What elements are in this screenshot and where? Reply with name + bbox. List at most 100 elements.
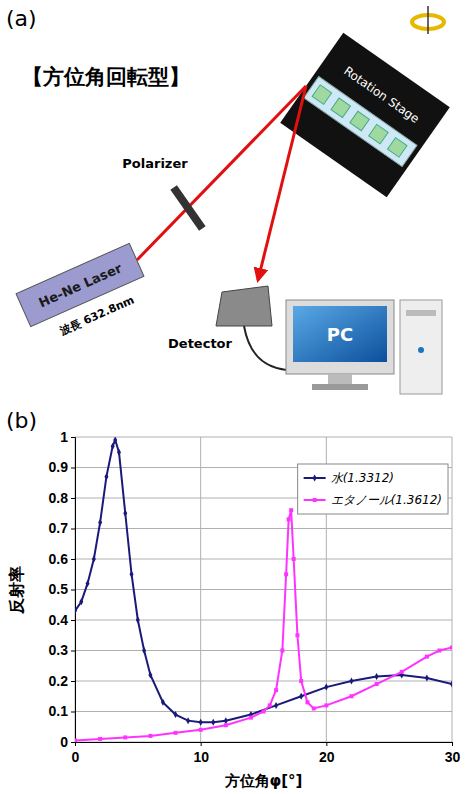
pc-label: PC [327, 324, 353, 345]
y-tick-mark [71, 681, 75, 682]
series-marker [280, 649, 284, 653]
y-tick-mark [71, 712, 75, 713]
y-tick-mark [71, 529, 75, 530]
series-marker [79, 598, 83, 605]
reflected-beam [258, 86, 306, 280]
series-marker [284, 572, 288, 576]
series-marker [299, 693, 303, 700]
y-tick: 0.5 [49, 581, 75, 597]
series-marker [400, 670, 404, 674]
y-tick-label: 0.8 [49, 490, 69, 506]
series-marker [98, 737, 102, 741]
series-marker [349, 678, 353, 685]
screen [293, 306, 387, 362]
legend-swatch [304, 499, 326, 501]
y-tick-label: 0.2 [49, 673, 69, 689]
sample-cell [312, 85, 331, 104]
grid [75, 437, 452, 742]
x-axis-line [76, 743, 453, 747]
series-marker [211, 719, 215, 726]
y-tick: 0.1 [49, 703, 75, 719]
legend-item: 水(1.3312) [304, 471, 394, 485]
series-marker [75, 607, 77, 614]
x-tick-mark [201, 742, 202, 746]
series-marker [224, 717, 228, 724]
diagram-title: 【方位角回転型】 [22, 65, 190, 89]
x-tick: 20 [319, 742, 335, 765]
series-marker [130, 571, 134, 578]
series-marker [375, 673, 379, 680]
series-marker [86, 580, 90, 587]
y-tick-mark [71, 742, 75, 743]
y-tick-label: 0 [60, 734, 68, 750]
y-tick-mark [71, 590, 75, 591]
series-marker [262, 710, 266, 714]
polarizer-label: Polarizer [122, 156, 188, 171]
grid-line-x [200, 437, 201, 742]
series-marker [111, 443, 115, 450]
monitor [286, 300, 394, 374]
series-marker [161, 699, 165, 706]
series-marker [274, 702, 278, 709]
x-axis-title: 方位角φ[°] [224, 772, 303, 790]
series-marker [98, 519, 102, 526]
y-tick-mark [71, 620, 75, 621]
rotation-axis [427, 6, 429, 34]
legend: 水(1.3312) エタノール(1.3612) [298, 464, 448, 514]
series-marker [425, 655, 429, 659]
series-marker [437, 649, 441, 653]
series-marker [450, 645, 452, 649]
y-tick: 0.6 [49, 551, 75, 567]
panel-label: (b) [6, 408, 37, 433]
series-marker [375, 682, 379, 686]
legend-item: エタノール(1.3612) [304, 493, 442, 507]
y-tick-label: 0.5 [49, 581, 69, 597]
grid-line-y [75, 620, 452, 621]
series-marker [249, 716, 253, 720]
x-axis: 0102030 [72, 742, 461, 765]
series-marker [224, 723, 228, 727]
grid-line-y [75, 528, 452, 529]
wavelength-label: 波長 632.8nm [57, 293, 136, 338]
grid-line-y [75, 559, 452, 560]
y-axis-title: 反射率 [7, 566, 26, 615]
sample-cell [388, 138, 407, 157]
sample-cell [369, 124, 388, 143]
y-tick-mark [71, 559, 75, 560]
x-tick-label: 30 [445, 749, 461, 765]
series-marker [117, 449, 121, 456]
series-marker [136, 617, 140, 624]
series-marker [104, 473, 108, 480]
y-tick-label: 0.4 [49, 612, 69, 628]
x-tick-label: 20 [319, 749, 335, 765]
series-marker [324, 703, 328, 707]
pc-tower [400, 300, 442, 394]
y-tick-label: 0.1 [49, 703, 69, 719]
series-marker [287, 517, 291, 521]
tower-button [418, 347, 424, 353]
y-tick-label: 0.3 [49, 642, 69, 658]
legend-marker [313, 498, 317, 502]
y-tick-mark [71, 651, 75, 652]
series-marker [295, 633, 299, 637]
x-tick-mark [452, 742, 453, 746]
y-tick: 0.7 [49, 520, 75, 536]
sample-cell [331, 98, 350, 117]
stage-body [280, 33, 450, 198]
legend-label: 水(1.3312) [331, 471, 394, 485]
series-marker [75, 738, 77, 742]
y-tick-mark [71, 437, 75, 438]
y-tick: 0.4 [49, 612, 75, 628]
x-tick-label: 10 [193, 749, 209, 765]
y-tick: 0.3 [49, 642, 75, 658]
series-marker [289, 508, 293, 512]
series-marker [123, 510, 127, 517]
plot-area [75, 437, 452, 742]
series-marker [186, 717, 190, 724]
x-tick-mark [326, 742, 327, 746]
series-marker [148, 671, 152, 678]
series-marker [174, 731, 178, 735]
x-tick: 30 [445, 742, 461, 765]
rotation-stage: Rotation Stage [280, 33, 450, 198]
y-axis-line [71, 438, 76, 743]
